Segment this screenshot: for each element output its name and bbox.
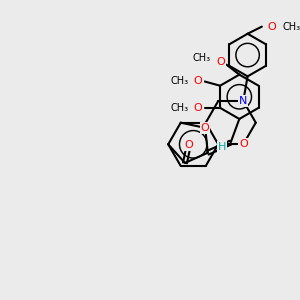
Text: CH₃: CH₃ xyxy=(282,22,300,32)
Text: CH₃: CH₃ xyxy=(193,53,211,63)
Text: O: O xyxy=(194,103,203,113)
Text: CH₃: CH₃ xyxy=(171,103,189,113)
Text: H: H xyxy=(218,142,226,152)
Text: N: N xyxy=(239,96,248,106)
Text: O: O xyxy=(267,22,276,32)
Text: CH₃: CH₃ xyxy=(171,76,189,86)
Text: O: O xyxy=(239,139,248,149)
Text: O: O xyxy=(216,57,225,67)
Text: O: O xyxy=(184,140,193,150)
Text: O: O xyxy=(194,76,203,86)
Text: O: O xyxy=(201,123,210,133)
